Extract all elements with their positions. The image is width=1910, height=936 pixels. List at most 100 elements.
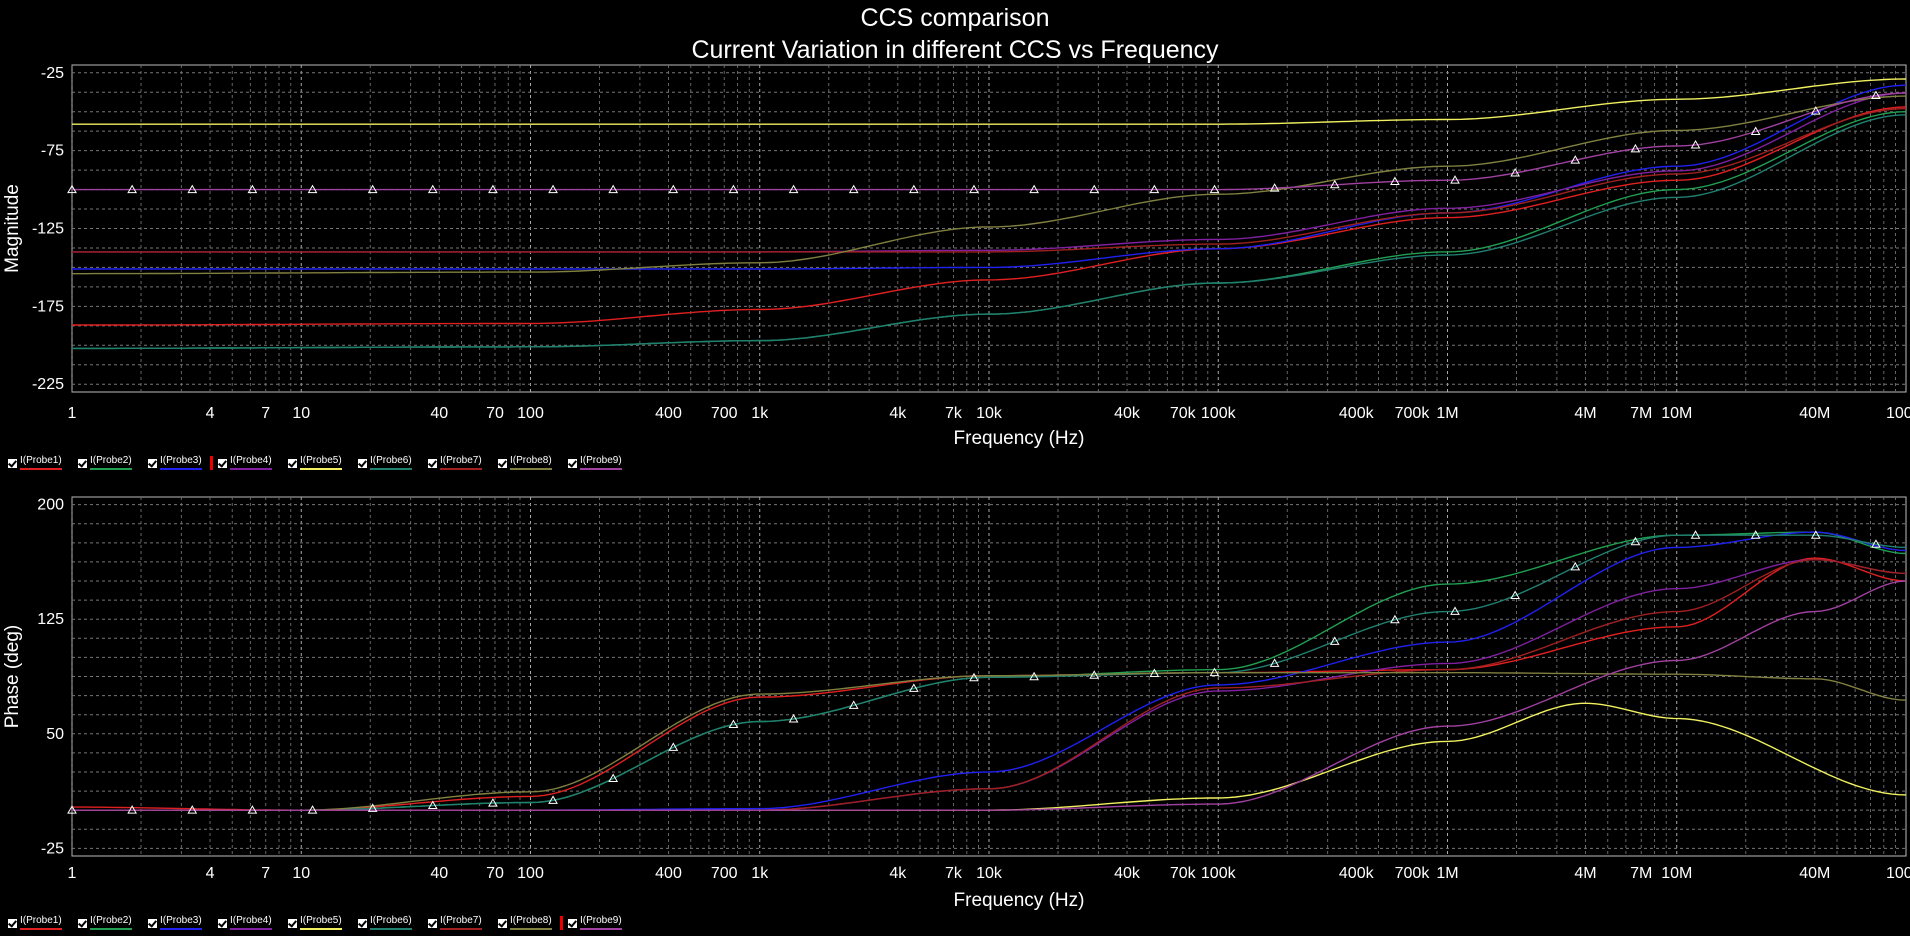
legend-checkbox[interactable] xyxy=(568,459,577,468)
x-tick-label: 100M xyxy=(1886,405,1910,422)
legend-checkbox[interactable] xyxy=(218,919,227,928)
x-tick-label: 400k xyxy=(1339,865,1375,882)
legend-checkbox[interactable] xyxy=(498,459,507,468)
legend-checkbox[interactable] xyxy=(148,459,157,468)
x-tick-label: 4 xyxy=(206,405,215,422)
legend-label: I(Probe2) xyxy=(90,915,132,930)
legend-label: I(Probe5) xyxy=(300,455,342,470)
series-marker xyxy=(1871,539,1881,548)
x-tick-label: 7M xyxy=(1630,865,1652,882)
legend-item-4[interactable]: I(Probe4) xyxy=(210,455,288,471)
legend-item-1[interactable]: I(Probe1) xyxy=(8,915,78,931)
series-marker xyxy=(969,672,979,682)
x-tick-label: 7k xyxy=(945,405,963,422)
legend-item-7[interactable]: I(Probe7) xyxy=(428,455,498,471)
x-tick-label: 100M xyxy=(1886,865,1910,882)
series-marker xyxy=(969,184,979,194)
legend-checkbox[interactable] xyxy=(78,459,87,468)
legend-checkbox[interactable] xyxy=(568,919,577,928)
legend-label: I(Probe3) xyxy=(160,455,202,470)
legend-item-8[interactable]: I(Probe8) xyxy=(498,455,568,471)
legend-label: I(Probe4) xyxy=(230,455,272,470)
series-marker xyxy=(247,805,258,814)
series-marker xyxy=(307,184,318,194)
legend-checkbox[interactable] xyxy=(148,919,157,928)
legend-checkbox[interactable] xyxy=(8,459,17,468)
x-tick-label: 40k xyxy=(1114,405,1141,422)
legend-checkbox[interactable] xyxy=(358,459,367,468)
legend-item-6[interactable]: I(Probe6) xyxy=(358,455,428,471)
series-marker xyxy=(608,184,619,194)
legend-checkbox[interactable] xyxy=(498,919,507,928)
legend-item-5[interactable]: I(Probe5) xyxy=(288,915,358,931)
series-marker xyxy=(187,184,198,194)
series-line-9 xyxy=(72,580,1907,811)
chart-title: CCS comparison Current Variation in diff… xyxy=(0,2,1910,66)
y-tick-label: 50 xyxy=(46,726,64,743)
legend-label: I(Probe6) xyxy=(370,915,412,930)
legend-item-5[interactable]: I(Probe5) xyxy=(288,455,358,471)
series-marker xyxy=(1630,536,1641,546)
series-marker xyxy=(367,803,378,812)
series-marker xyxy=(788,713,799,723)
series-marker xyxy=(1510,590,1521,600)
series-marker xyxy=(908,683,919,692)
series-marker xyxy=(1810,530,1821,539)
series-marker xyxy=(247,184,258,194)
series-marker xyxy=(848,700,859,709)
series-marker xyxy=(427,800,438,810)
series-marker xyxy=(1029,184,1039,194)
series-marker xyxy=(1029,671,1039,681)
legend-checkbox[interactable] xyxy=(358,919,367,928)
legend-item-9[interactable]: I(Probe9) xyxy=(560,915,638,931)
legend-checkbox[interactable] xyxy=(428,459,437,468)
legend-label: I(Probe1) xyxy=(20,455,62,470)
y-tick-label: -225 xyxy=(32,376,64,393)
y-tick-label: -125 xyxy=(32,221,64,238)
series-line-9 xyxy=(72,92,1907,191)
series-marker xyxy=(488,798,498,807)
y-tick-label: -25 xyxy=(41,840,64,857)
legend-selected-marker xyxy=(210,456,213,470)
series-marker xyxy=(548,184,558,194)
series-marker xyxy=(1269,183,1280,192)
legend-checkbox[interactable] xyxy=(428,919,437,928)
x-tick-label: 4k xyxy=(889,865,907,882)
series-marker xyxy=(127,805,137,814)
legend-label: I(Probe8) xyxy=(510,455,552,470)
x-tick-label: 40k xyxy=(1114,865,1141,882)
x-tick-label: 400k xyxy=(1339,405,1375,422)
legend-item-2[interactable]: I(Probe2) xyxy=(78,915,148,931)
legend-item-3[interactable]: I(Probe3) xyxy=(148,915,218,931)
legend-checkbox[interactable] xyxy=(288,459,297,468)
legend-checkbox[interactable] xyxy=(8,919,17,928)
legend-checkbox[interactable] xyxy=(288,919,297,928)
series-marker xyxy=(668,742,679,751)
series-marker xyxy=(307,805,318,814)
x-tick-label: 40 xyxy=(430,405,448,422)
legend-label: I(Probe9) xyxy=(580,915,622,930)
x-tick-label: 700k xyxy=(1395,865,1431,882)
series-marker xyxy=(908,184,919,194)
legend-checkbox[interactable] xyxy=(78,919,87,928)
legend-item-7[interactable]: I(Probe7) xyxy=(428,915,498,931)
series-marker xyxy=(367,184,378,194)
legend-item-2[interactable]: I(Probe2) xyxy=(78,455,148,471)
series-marker xyxy=(127,184,137,194)
legend-magnitude: I(Probe1) I(Probe2) I(Probe3) I(Probe4) I(Pr… xyxy=(8,455,638,471)
series-marker xyxy=(1510,168,1521,177)
legend-item-3[interactable]: I(Probe3) xyxy=(148,455,218,471)
series-line-8 xyxy=(72,672,1907,811)
legend-item-1[interactable]: I(Probe1) xyxy=(8,455,78,471)
x-tick-label: 100 xyxy=(517,865,544,882)
legend-item-9[interactable]: I(Probe9) xyxy=(568,455,638,471)
legend-item-6[interactable]: I(Probe6) xyxy=(358,915,428,931)
y-axis-label: Phase (deg) xyxy=(2,625,23,729)
legend-item-8[interactable]: I(Probe8) xyxy=(498,915,568,931)
x-tick-label: 10k xyxy=(976,865,1003,882)
legend-checkbox[interactable] xyxy=(218,459,227,468)
legend-item-4[interactable]: I(Probe4) xyxy=(218,915,288,931)
series-marker xyxy=(1450,175,1460,184)
